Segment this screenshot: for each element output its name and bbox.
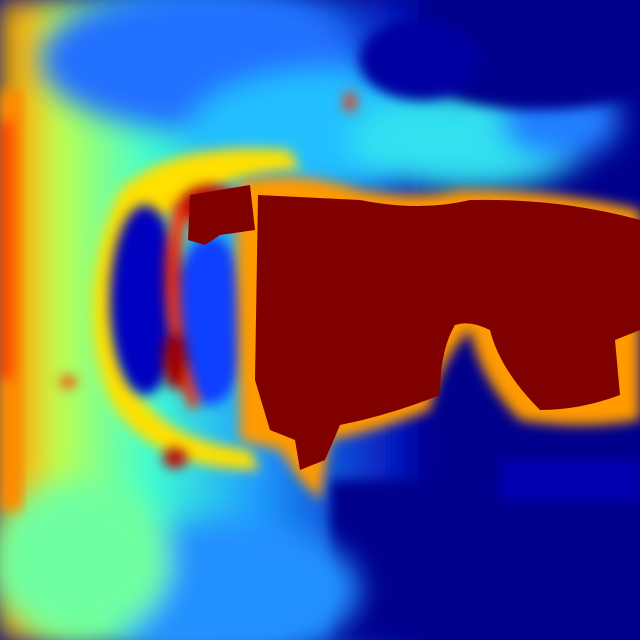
upper-right-dark — [360, 0, 640, 110]
upper-left-hot-blob — [188, 185, 255, 245]
left-edge-stripe — [0, 90, 22, 510]
left-cold-lobes — [110, 205, 248, 405]
hot-region-core — [255, 195, 640, 470]
lower-left-region — [0, 480, 360, 640]
lower-right-dark — [330, 460, 640, 640]
